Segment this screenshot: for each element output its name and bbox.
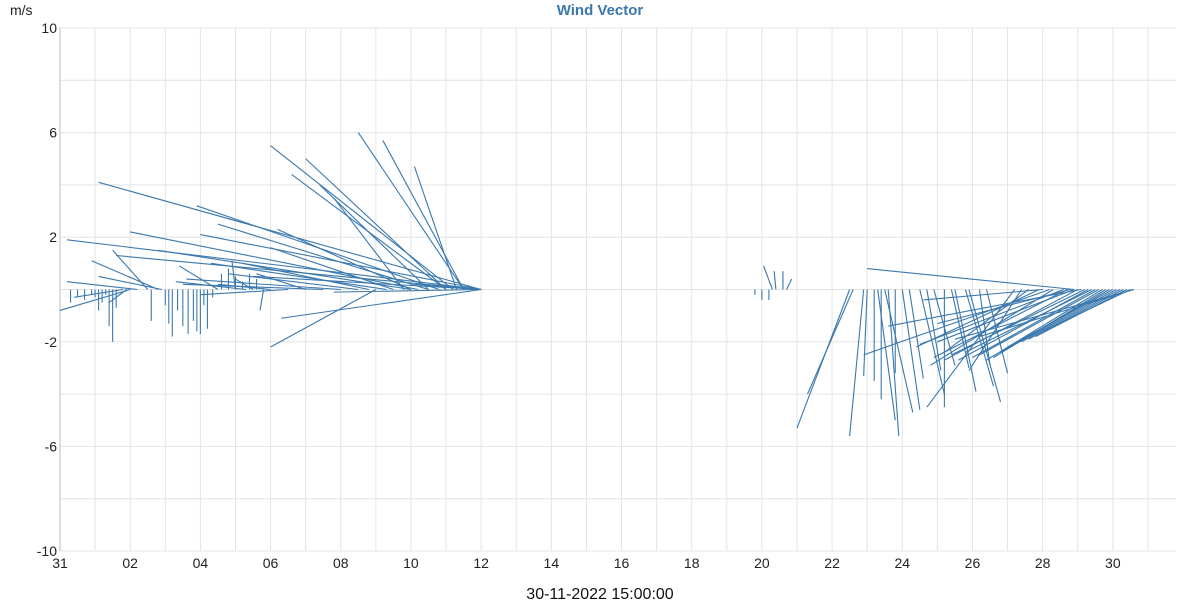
wind-vector-segment (333, 288, 482, 293)
wind-vector-segment (66, 239, 482, 291)
y-tick-label: 10 (41, 20, 57, 36)
wind-vector-segment (235, 278, 254, 290)
x-tick-label: 18 (684, 555, 700, 571)
wind-vector-segment (773, 271, 777, 290)
x-tick-label: 04 (193, 555, 209, 571)
wind-vector-segment (242, 262, 369, 291)
wind-vector-segment (978, 289, 991, 366)
wind-vector-segment (807, 289, 854, 395)
wind-vector-segment (965, 289, 1093, 353)
wind-vector-segment (179, 265, 219, 290)
x-tick-label: 31 (52, 555, 68, 571)
x-tick-label: 24 (894, 555, 910, 571)
x-tick-label: 10 (403, 555, 419, 571)
wind-vector-segment (66, 281, 138, 291)
wind-vector-segment (919, 289, 945, 395)
wind-vector-segment (217, 223, 429, 291)
x-tick-label: 12 (473, 555, 489, 571)
y-tick-label: -2 (45, 334, 58, 350)
wind-vector-segment (98, 181, 482, 291)
wind-vector-segment (305, 158, 447, 290)
wind-vector-segment (863, 288, 1050, 356)
wind-vector-segment (979, 289, 1100, 356)
wind-vector-segment (256, 273, 306, 291)
wind-vector-segment (1007, 289, 1114, 348)
wind-vector-segment (901, 289, 921, 410)
wind-vector-segment (972, 289, 1096, 358)
wind-vector-segment (413, 166, 458, 290)
wind-vector-segment (270, 145, 454, 290)
wind-vector-segment (108, 289, 128, 304)
wind-vector-segment (849, 289, 865, 436)
x-tick-label: 30 (1105, 555, 1121, 571)
grid-lines (59, 27, 1176, 552)
wind-vector-lines (59, 132, 1135, 436)
wind-vector-segment (357, 132, 465, 290)
wind-vector-segment (1042, 289, 1131, 332)
y-tick-label: 6 (49, 125, 57, 141)
x-tick-label: 28 (1035, 555, 1051, 571)
x-tick-label: 26 (965, 555, 981, 571)
y-tick-label: -10 (37, 543, 57, 559)
wind-vector-segment (319, 184, 429, 290)
wind-vector-segment (112, 249, 149, 290)
wind-vector-segment (59, 288, 131, 311)
wind-vector-segment (867, 268, 1075, 291)
x-tick-label: 08 (333, 555, 349, 571)
y-tick-label: 2 (49, 229, 57, 245)
wind-vector-segment (210, 262, 387, 291)
wind-vector-segment (954, 288, 1135, 340)
wind-vector-segment (888, 288, 1082, 327)
wind-vector-segment (281, 288, 482, 319)
wind-vector-segment (333, 197, 405, 290)
wind-vector-segment (763, 265, 773, 290)
wind-vector-segment (923, 288, 1043, 301)
wind-vector-segment (382, 140, 465, 290)
wind-vector-segment (937, 288, 1075, 343)
wind-vector-segment (231, 260, 237, 290)
chart-title: Wind Vector (557, 2, 644, 19)
wind-vector-segment (217, 283, 271, 291)
x-tick-label: 20 (754, 555, 770, 571)
wind-vector-segment (877, 289, 896, 421)
wind-vector-segment (259, 289, 265, 311)
wind-vector-segment (944, 289, 1029, 353)
wind-vector-segment (98, 275, 162, 291)
wind-vector-segment (200, 288, 289, 296)
wind-vector-segment (954, 289, 977, 392)
wind-vector-segment (186, 278, 341, 291)
wind-vector-segment (228, 273, 359, 291)
wind-vector-segment (270, 289, 377, 348)
x-tick-label: 06 (263, 555, 279, 571)
wind-vector-segment (908, 289, 924, 379)
wind-vector-segment (158, 249, 412, 291)
wind-vector-segment (926, 289, 1016, 408)
wind-vector-segment (919, 288, 1064, 345)
x-tick-label: 02 (122, 555, 138, 571)
wind-vector-segment (785, 278, 793, 290)
wind-vector-segment (979, 288, 1135, 338)
y-axis-unit: m/s (10, 2, 33, 18)
wind-vector-segment (277, 228, 412, 291)
x-tick-label: 16 (614, 555, 630, 571)
wind-vector-segment (130, 231, 419, 291)
wind-vector-segment (964, 289, 995, 387)
wind-vector-segment (270, 247, 394, 291)
chart-timestamp: 30-11-2022 15:00:00 (526, 586, 673, 600)
x-tick-label: 14 (544, 555, 560, 571)
x-tick-label: 22 (824, 555, 840, 571)
y-tick-label: -6 (45, 438, 58, 454)
wind-vector-segment (986, 289, 1103, 361)
wind-vector-segment (887, 289, 900, 436)
wind-vector-segment (863, 289, 868, 376)
wind-vector-segment (958, 289, 1089, 361)
wind-vector-segment (944, 289, 1078, 361)
wind-vector-segment (91, 260, 159, 291)
